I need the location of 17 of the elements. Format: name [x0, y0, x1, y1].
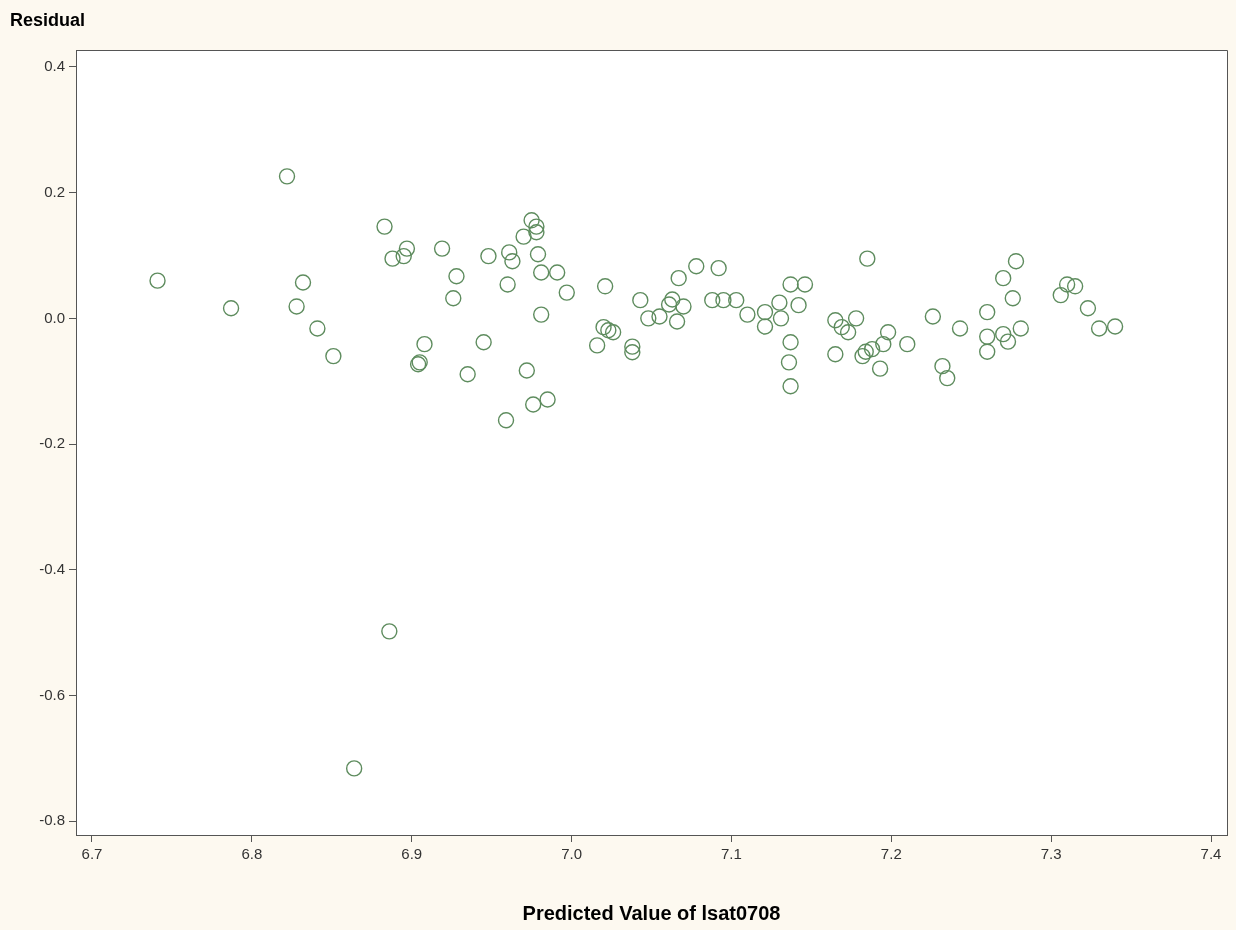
- y-tick-label: -0.2: [39, 434, 65, 452]
- x-tick-label: 6.7: [81, 845, 103, 863]
- y-tick-label: 0.2: [44, 182, 65, 200]
- x-tick-label: 6.8: [241, 845, 263, 863]
- x-tick-label: 6.9: [401, 845, 423, 863]
- x-axis-title: Predicted Value of lsat0708: [522, 901, 781, 924]
- x-tick-label: 7.0: [561, 845, 582, 863]
- x-tick-label: 7.1: [721, 845, 742, 863]
- y-tick-label: -0.8: [39, 811, 65, 829]
- x-tick-label: 7.2: [880, 845, 902, 863]
- y-axis-title: Residual: [10, 9, 86, 30]
- y-tick-label: -0.6: [39, 685, 65, 703]
- y-tick-label: 0.0: [44, 308, 65, 326]
- x-tick-label: 7.3: [1040, 845, 1062, 863]
- x-tick-label: 7.4: [1200, 845, 1222, 863]
- y-tick-label: -0.4: [39, 559, 65, 577]
- y-tick-label: 0.4: [44, 57, 65, 75]
